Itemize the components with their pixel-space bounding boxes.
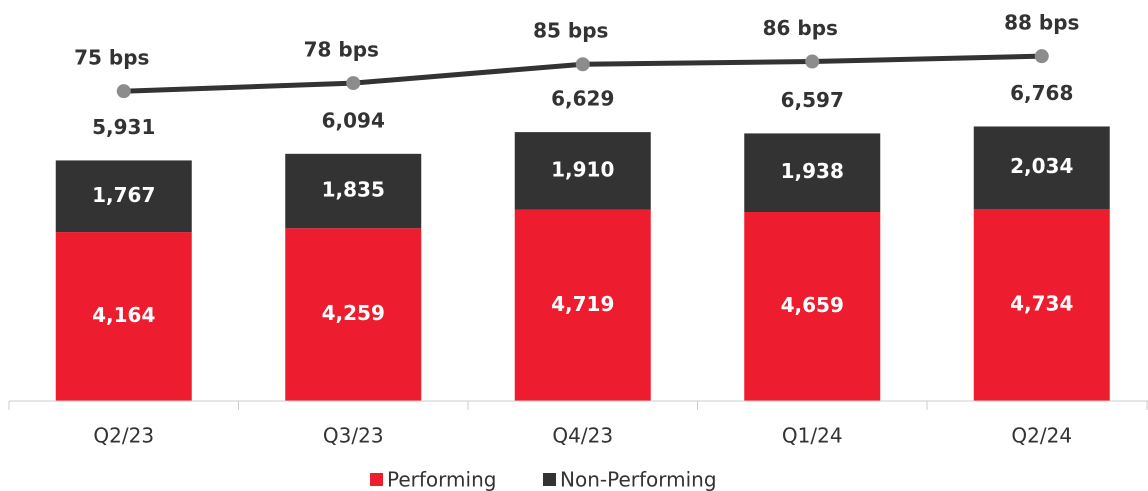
x-tick-label: Q2/23	[93, 424, 154, 448]
line-marker	[116, 84, 131, 99]
bar-label: 4,259	[322, 301, 385, 325]
legend-swatch	[370, 473, 383, 486]
bar-segment	[973, 208, 1110, 401]
total-label: 6,768	[1010, 81, 1073, 105]
total-label: 6,629	[551, 87, 614, 111]
bar-segment	[973, 126, 1110, 209]
bar-label: 4,719	[551, 292, 614, 316]
bar-segment	[514, 132, 651, 210]
line-marker	[575, 57, 590, 72]
bar-segment	[285, 153, 422, 229]
legend-label: Performing	[387, 468, 496, 491]
bar-segment	[744, 212, 881, 401]
line-label: 78 bps	[304, 38, 379, 62]
bar-segment	[55, 160, 192, 233]
bar-label: 1,910	[551, 157, 614, 181]
line-marker	[346, 76, 361, 91]
line-marker	[805, 54, 820, 69]
bar-label: 1,767	[92, 183, 155, 207]
bar-segment	[55, 232, 192, 401]
bar-label: 1,835	[322, 178, 385, 202]
bar-segment	[285, 228, 422, 401]
line-label: 75 bps	[74, 46, 149, 70]
total-label: 6,094	[322, 108, 385, 132]
bar-label: 4,164	[92, 303, 155, 327]
x-tick-label: Q3/23	[323, 424, 384, 448]
line-label: 85 bps	[533, 19, 608, 43]
total-label: 6,597	[781, 88, 844, 112]
total-label: 5,931	[92, 115, 155, 139]
x-tick-label: Q4/23	[552, 424, 613, 448]
bar-segment	[514, 209, 651, 401]
legend-swatch	[543, 473, 556, 486]
bar-segment	[744, 133, 881, 213]
x-tick-label: Q2/24	[1011, 424, 1072, 448]
bar-label: 1,938	[781, 159, 844, 183]
x-tick-label: Q1/24	[782, 424, 843, 448]
bar-label: 4,734	[1010, 291, 1073, 315]
line-marker	[1034, 49, 1049, 64]
bar-label: 2,034	[1010, 154, 1073, 178]
line-label: 86 bps	[763, 16, 838, 40]
bar-label: 4,659	[781, 293, 844, 317]
line-label: 88 bps	[1004, 11, 1079, 35]
legend-label: Non-Performing	[560, 468, 717, 491]
